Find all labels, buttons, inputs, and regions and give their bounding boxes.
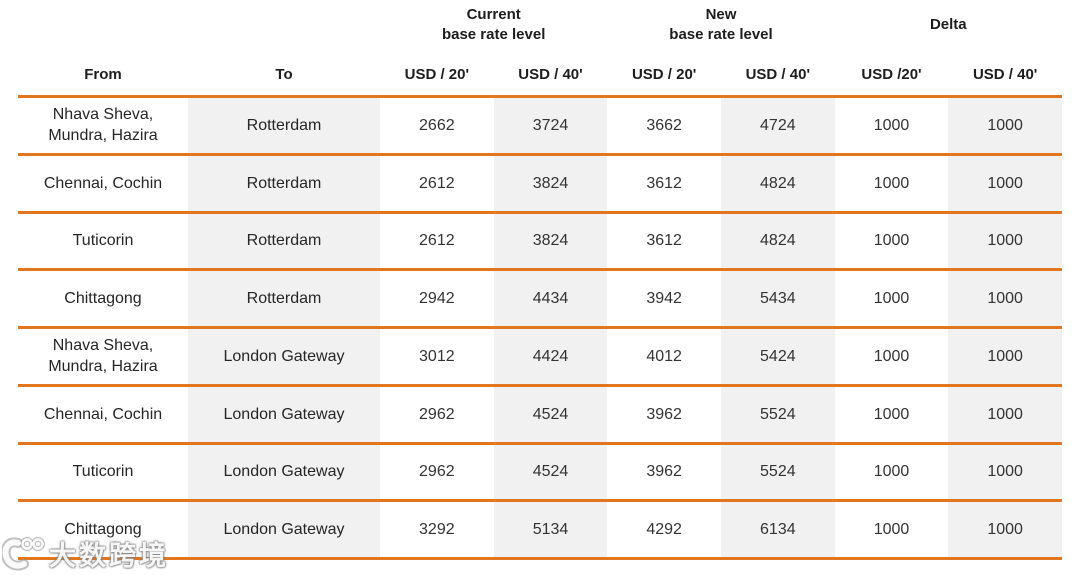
new-20-cell: 3962 (646, 405, 682, 423)
table-body: Nhava Sheva, Mundra, Hazira Rotterdam 26… (18, 95, 1062, 560)
delta-40-cell: 1000 (948, 329, 1062, 384)
table-row: Chennai, Cochin Rotterdam 2612 3824 3612… (18, 152, 1062, 211)
column-header-delta-40: USD / 40' (972, 66, 1038, 83)
rates-table: Current base rate level New base rate le… (18, 0, 1062, 560)
delta-20-cell: 1000 (873, 521, 910, 539)
table-row: Chittagong London Gateway 3292 5134 4292… (18, 499, 1062, 557)
delta-40-cell: 1000 (948, 213, 1062, 269)
current-40-cell: 5134 (493, 502, 608, 557)
to-cell: London Gateway (188, 444, 380, 500)
current-20-cell: 3292 (419, 521, 455, 539)
delta-20-cell: 1000 (873, 405, 910, 423)
column-header-new-20: USD / 20' (631, 66, 697, 83)
current-20-cell: 2962 (419, 405, 455, 423)
delta-20-cell: 1000 (873, 116, 910, 134)
to-cell: Rotterdam (188, 271, 380, 326)
current-40-cell: 4424 (493, 329, 608, 384)
new-20-cell: 3662 (646, 116, 682, 134)
column-header-current-20: USD / 20' (404, 66, 470, 83)
current-40-cell: 3724 (493, 98, 608, 153)
current-20-cell: 2942 (419, 290, 455, 308)
delta-20-cell: 1000 (873, 347, 910, 365)
new-40-cell: 4724 (720, 98, 835, 153)
from-cell: Chennai, Cochin (43, 405, 163, 423)
column-header-delta-20: USD /20' (861, 66, 922, 83)
new-20-cell: 3962 (646, 463, 682, 481)
new-20-cell: 3612 (646, 232, 682, 250)
new-20-cell: 4012 (646, 347, 682, 365)
delta-20-cell: 1000 (873, 463, 910, 481)
current-40-cell: 3824 (493, 213, 608, 269)
group-header-delta: Delta (835, 0, 1062, 50)
table-row: Chittagong Rotterdam 2942 4434 3942 5434… (18, 268, 1062, 326)
to-cell: London Gateway (188, 329, 380, 384)
delta-40-cell: 1000 (948, 155, 1062, 211)
current-40-cell: 3824 (493, 155, 608, 211)
current-40-cell: 4434 (493, 271, 608, 326)
new-40-cell: 5524 (720, 386, 835, 442)
delta-20-cell: 1000 (873, 232, 910, 250)
from-cell: Nhava Sheva, Mundra, Hazira (48, 106, 158, 145)
new-40-cell: 5424 (720, 329, 835, 384)
current-20-cell: 2962 (419, 463, 455, 481)
from-cell: Nhava Sheva, Mundra, Hazira (48, 337, 158, 376)
table-row: Tuticorin London Gateway 2962 4524 3962 … (18, 441, 1062, 500)
to-cell: Rotterdam (188, 213, 380, 269)
group-header-current-line2: base rate level (441, 26, 546, 43)
delta-40-cell: 1000 (948, 271, 1062, 326)
current-40-cell: 4524 (493, 444, 608, 500)
delta-20-cell: 1000 (873, 174, 910, 192)
group-header-new-line2: base rate level (669, 26, 773, 43)
from-cell: Tuticorin (72, 232, 134, 250)
table-row: Chennai, Cochin London Gateway 2962 4524… (18, 383, 1062, 442)
group-header-delta-line1: Delta (929, 16, 967, 33)
to-cell: London Gateway (188, 386, 380, 442)
new-20-cell: 3612 (646, 174, 682, 192)
from-cell: Chittagong (64, 290, 142, 308)
table-row: Tuticorin Rotterdam 2612 3824 3612 4824 … (18, 210, 1062, 269)
column-header-from: From (84, 66, 122, 83)
new-40-cell: 5524 (720, 444, 835, 500)
current-20-cell: 2662 (419, 116, 455, 134)
current-20-cell: 2612 (419, 232, 455, 250)
current-20-cell: 2612 (419, 174, 455, 192)
group-header-spacer (18, 0, 380, 50)
group-header-new: New base rate level (607, 0, 834, 50)
new-20-cell: 4292 (646, 521, 682, 539)
column-header-to: To (275, 66, 293, 83)
group-header-current: Current base rate level (380, 0, 607, 50)
to-cell: London Gateway (188, 502, 380, 557)
table-row: Nhava Sheva, Mundra, Hazira Rotterdam 26… (18, 95, 1062, 153)
column-header-current-40: USD / 40' (518, 66, 583, 83)
table-row: Nhava Sheva, Mundra, Hazira London Gatew… (18, 326, 1062, 384)
delta-40-cell: 1000 (948, 98, 1062, 153)
delta-40-cell: 1000 (948, 444, 1062, 500)
delta-40-cell: 1000 (948, 386, 1062, 442)
delta-20-cell: 1000 (873, 290, 910, 308)
from-cell: Chittagong (64, 521, 142, 539)
new-40-cell: 4824 (720, 213, 835, 269)
group-header-new-line1: New (705, 6, 737, 23)
group-header-current-line1: Current (466, 6, 521, 23)
from-cell: Tuticorin (72, 463, 134, 481)
new-40-cell: 4824 (720, 155, 835, 211)
from-cell: Chennai, Cochin (43, 174, 163, 192)
new-20-cell: 3942 (646, 290, 682, 308)
group-header-row: Current base rate level New base rate le… (18, 0, 1062, 50)
delta-40-cell: 1000 (948, 502, 1062, 557)
current-40-cell: 4524 (493, 386, 608, 442)
current-20-cell: 3012 (419, 347, 455, 365)
new-40-cell: 5434 (720, 271, 835, 326)
to-cell: Rotterdam (188, 98, 380, 153)
column-header-row: From To USD / 20' USD / 40' USD / 20' US… (18, 50, 1062, 95)
to-cell: Rotterdam (188, 155, 380, 211)
column-header-new-40: USD / 40' (745, 66, 811, 83)
new-40-cell: 6134 (720, 502, 835, 557)
